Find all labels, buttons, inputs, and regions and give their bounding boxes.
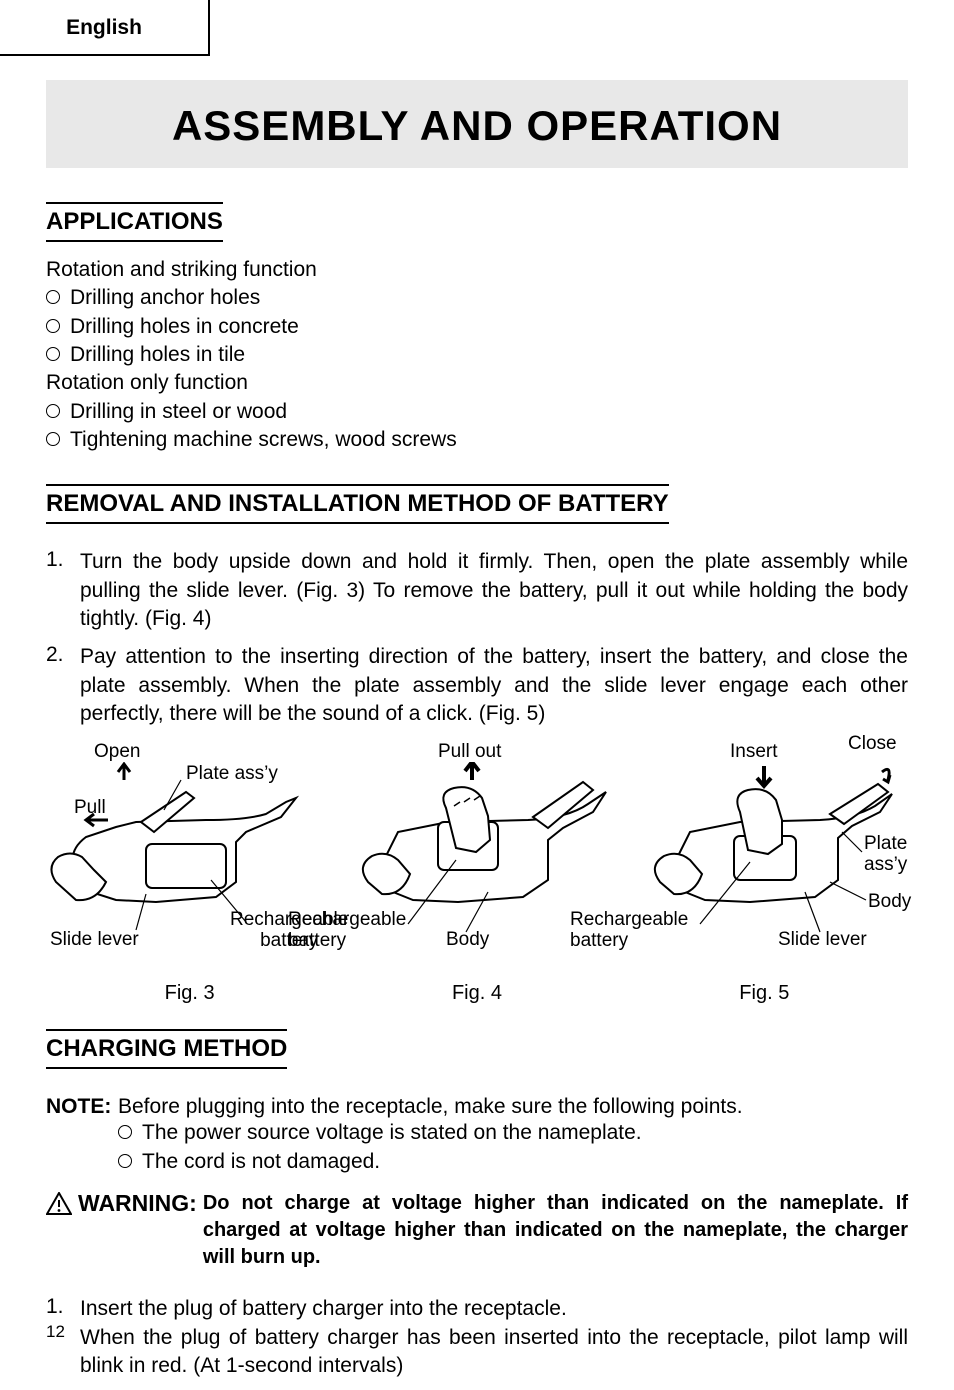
charging-steps: 1. Insert the plug of battery charger in… [46, 1295, 908, 1380]
note-intro: Before plugging into the receptacle, mak… [118, 1095, 743, 1119]
note-body: Before plugging into the receptacle, mak… [118, 1095, 743, 1176]
note-item: The power source voltage is stated on th… [118, 1119, 743, 1147]
app-item: Drilling holes in concrete [46, 313, 908, 341]
app-item-text: Drilling holes in tile [70, 341, 245, 369]
fig5-close-label: Close [848, 734, 897, 755]
removal-heading: REMOVAL AND INSTALLATION METHOD OF BATTE… [46, 484, 669, 524]
bullet-icon [46, 404, 60, 418]
bullet-icon [46, 290, 60, 304]
figures-row: Open Plate ass’y Pull Slide lever Rechar… [46, 742, 908, 972]
figure-3: Open Plate ass’y Pull Slide lever Rechar… [46, 742, 324, 972]
fig5-insert-label: Insert [730, 742, 778, 763]
app-item: Tightening machine screws, wood screws [46, 426, 908, 454]
fig4-caption: Fig. 4 [338, 982, 616, 1005]
language-tab-label: English [66, 16, 142, 40]
app-item-text: Drilling holes in concrete [70, 313, 299, 341]
bullet-icon [118, 1154, 132, 1168]
step-text: Insert the plug of battery charger into … [80, 1295, 908, 1323]
charging-heading: CHARGING METHOD [46, 1029, 287, 1069]
applications-group1-intro: Rotation and striking function [46, 256, 908, 284]
app-item-text: Drilling in steel or wood [70, 398, 287, 426]
app-item: Drilling holes in tile [46, 341, 908, 369]
bullet-icon [46, 432, 60, 446]
app-item: Drilling in steel or wood [46, 398, 908, 426]
main-title-box: ASSEMBLY AND OPERATION [46, 80, 908, 168]
warning-text: Do not charge at voltage higher than ind… [203, 1190, 908, 1271]
fig4-pullout-label: Pull out [438, 742, 501, 763]
note-label: NOTE: [46, 1095, 118, 1176]
fig5-illustration [630, 762, 908, 942]
note-item-text: The power source voltage is stated on th… [142, 1119, 642, 1147]
removal-steps: 1. Turn the body upside down and hold it… [46, 548, 908, 728]
main-title: ASSEMBLY AND OPERATION [46, 102, 908, 150]
removal-step: 2. Pay attention to the inserting direct… [46, 643, 908, 728]
note-item: The cord is not damaged. [118, 1148, 743, 1176]
charging-step: 1. Insert the plug of battery charger in… [46, 1295, 908, 1380]
page-number: 12 [46, 1322, 65, 1342]
removal-step: 1. Turn the body upside down and hold it… [46, 548, 908, 633]
fig5-caption: Fig. 5 [625, 982, 903, 1005]
bullet-icon [46, 319, 60, 333]
warning-icon [46, 1192, 72, 1216]
fig3-illustration [46, 762, 324, 942]
step-text: Pay attention to the inserting direction… [80, 643, 908, 728]
section-charging: CHARGING METHOD NOTE: Before plugging in… [46, 1029, 908, 1380]
step-number: 2. [46, 643, 80, 728]
applications-heading: APPLICATIONS [46, 202, 223, 242]
note-item-text: The cord is not damaged. [142, 1148, 380, 1176]
step-text: Turn the body upside down and hold it fi… [80, 548, 908, 633]
section-applications: APPLICATIONS Rotation and striking funct… [46, 202, 908, 454]
app-item-text: Tightening machine screws, wood screws [70, 426, 457, 454]
fig3-caption: Fig. 3 [51, 982, 329, 1005]
figure-5: Insert Close Plate ass’y Body Slide leve… [630, 742, 908, 972]
applications-group2-intro: Rotation only function [46, 369, 908, 397]
figure-captions: Fig. 3 Fig. 4 Fig. 5 [46, 982, 908, 1005]
app-item-text: Drilling anchor holes [70, 284, 260, 312]
language-tab: English [0, 0, 210, 56]
fig3-open-label: Open [94, 742, 140, 763]
app-item: Drilling anchor holes [46, 284, 908, 312]
warning-block: WARNING: Do not charge at voltage higher… [46, 1190, 908, 1271]
step-number: 1. [46, 548, 80, 633]
note-block: NOTE: Before plugging into the receptacl… [46, 1095, 908, 1176]
bullet-icon [46, 347, 60, 361]
section-removal: REMOVAL AND INSTALLATION METHOD OF BATTE… [46, 484, 908, 1005]
bullet-icon [118, 1125, 132, 1139]
page-content: ASSEMBLY AND OPERATION APPLICATIONS Rota… [46, 80, 908, 1390]
warning-label: WARNING: [78, 1190, 197, 1217]
